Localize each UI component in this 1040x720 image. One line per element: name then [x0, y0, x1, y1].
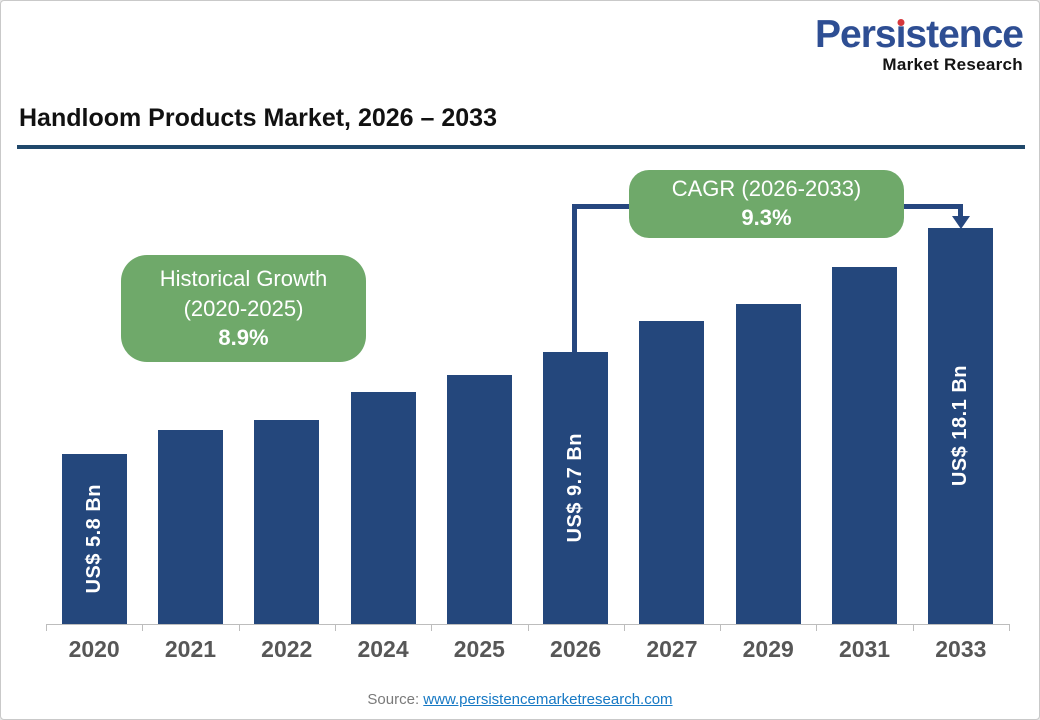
bar-slot-2021 [142, 228, 238, 624]
bar-2025 [446, 375, 512, 624]
connector-vertical-2026 [572, 204, 577, 352]
bar-value-label-2020: US$ 5.8 Bn [82, 484, 105, 594]
bar-slot-2025 [431, 228, 527, 624]
axis-tick [334, 625, 336, 631]
title-underline [17, 145, 1025, 149]
x-axis-label-2020: 2020 [68, 636, 120, 662]
axis-tick [238, 625, 240, 631]
bar-slot-2031 [816, 228, 912, 624]
logo-red-dot-icon [897, 19, 904, 26]
callout-line: (2020-2025) [183, 295, 304, 321]
persistence-logo: Pers ıstence Market Research [815, 13, 1024, 74]
logo-text-post: stence [905, 13, 1024, 56]
bar-2031 [832, 267, 898, 624]
connector-horizontal-left [572, 204, 632, 209]
bar-2022 [254, 420, 320, 624]
logo-text-pre: Pers [815, 13, 897, 56]
logo-wordmark: Pers ıstence [815, 13, 1024, 56]
bar-2026: US$ 9.7 Bn [543, 352, 609, 624]
bar-slot-2026: US$ 9.7 Bn [527, 228, 623, 624]
bar-slot-2024 [335, 228, 431, 624]
page-title: Handloom Products Market, 2026 – 2033 [19, 104, 497, 132]
bar-2029 [735, 304, 801, 624]
bar-slot-2020: US$ 5.8 Bn [46, 228, 142, 624]
axis-tick [1009, 625, 1010, 631]
logo-letter-i: ı [895, 13, 907, 56]
source-line: Source: www.persistencemarketresearch.co… [1, 691, 1039, 708]
source-prefix: Source: [367, 691, 424, 708]
x-axis-label-2033: 2033 [935, 636, 987, 662]
axis-tick [720, 625, 722, 631]
historical-growth-callout: Historical Growth (2020-2025) 8.9% [121, 255, 366, 362]
axis-tick [431, 625, 433, 631]
bar-slot-2029 [720, 228, 816, 624]
connector-vertical-2033 [958, 207, 963, 217]
axis-tick [46, 625, 47, 631]
x-axis-label-2027: 2027 [646, 636, 698, 662]
axis-tick [816, 625, 818, 631]
bar-2021 [157, 430, 223, 624]
axis-tick [623, 625, 625, 631]
cagr-callout: CAGR (2026-2033) 9.3% [629, 170, 904, 238]
x-axis-labels: 2020 2021 2022 2024 2025 2026 2027 2029 2031 2033 [46, 636, 1009, 663]
bar-slot-2027 [624, 228, 720, 624]
axis-tick [912, 625, 914, 631]
bar-2033: US$ 18.1 Bn [928, 228, 994, 624]
callout-value: 8.9% [218, 325, 269, 351]
x-axis-label-2024: 2024 [357, 636, 409, 662]
x-axis-label-2025: 2025 [453, 636, 505, 662]
x-axis-label-2026: 2026 [550, 636, 602, 662]
bar-value-label-2033: US$ 18.1 Bn [949, 365, 972, 487]
connector-horizontal-right [902, 204, 963, 209]
source-link[interactable]: www.persistencemarketresearch.com [423, 691, 673, 708]
bar-slot-2022 [239, 228, 335, 624]
axis-tick [142, 625, 144, 631]
connector-arrowhead-icon [952, 216, 970, 229]
x-axis-label-2022: 2022 [261, 636, 313, 662]
bar-slot-2033: US$ 18.1 Bn [913, 228, 1009, 624]
logo-subtitle: Market Research [882, 55, 1023, 74]
x-axis-label-2029: 2029 [742, 636, 794, 662]
callout-value: 9.3% [741, 205, 792, 230]
x-axis-line [46, 624, 1010, 631]
bar-2020: US$ 5.8 Bn [61, 454, 127, 624]
bar-value-label-2026: US$ 9.7 Bn [564, 433, 587, 543]
callout-line: Historical Growth [159, 265, 328, 291]
callout-line: CAGR (2026-2033) [671, 176, 862, 202]
x-axis-label-2021: 2021 [164, 636, 217, 662]
bar-2024 [350, 392, 416, 624]
bar-2027 [639, 321, 705, 624]
axis-tick [527, 625, 529, 631]
bar-chart-plot-area: US$ 5.8 Bn US$ 9.7 Bn US$ 18.1 Bn [46, 228, 1009, 624]
x-axis-label-2031: 2031 [838, 636, 891, 662]
